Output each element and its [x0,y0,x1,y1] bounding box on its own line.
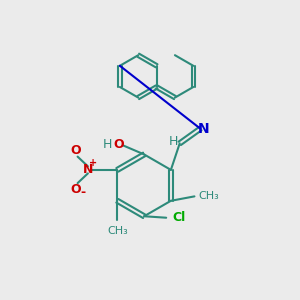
Text: CH₃: CH₃ [199,191,220,201]
Text: O: O [71,144,81,157]
Text: Cl: Cl [173,211,186,224]
Text: +: + [89,158,97,168]
Text: N: N [83,164,93,176]
Text: O: O [71,182,81,196]
Text: CH₃: CH₃ [107,226,128,236]
Text: N: N [198,122,210,136]
Text: H: H [169,135,178,148]
Text: O: O [113,138,124,151]
Text: -: - [80,186,86,199]
Text: H: H [103,138,112,151]
